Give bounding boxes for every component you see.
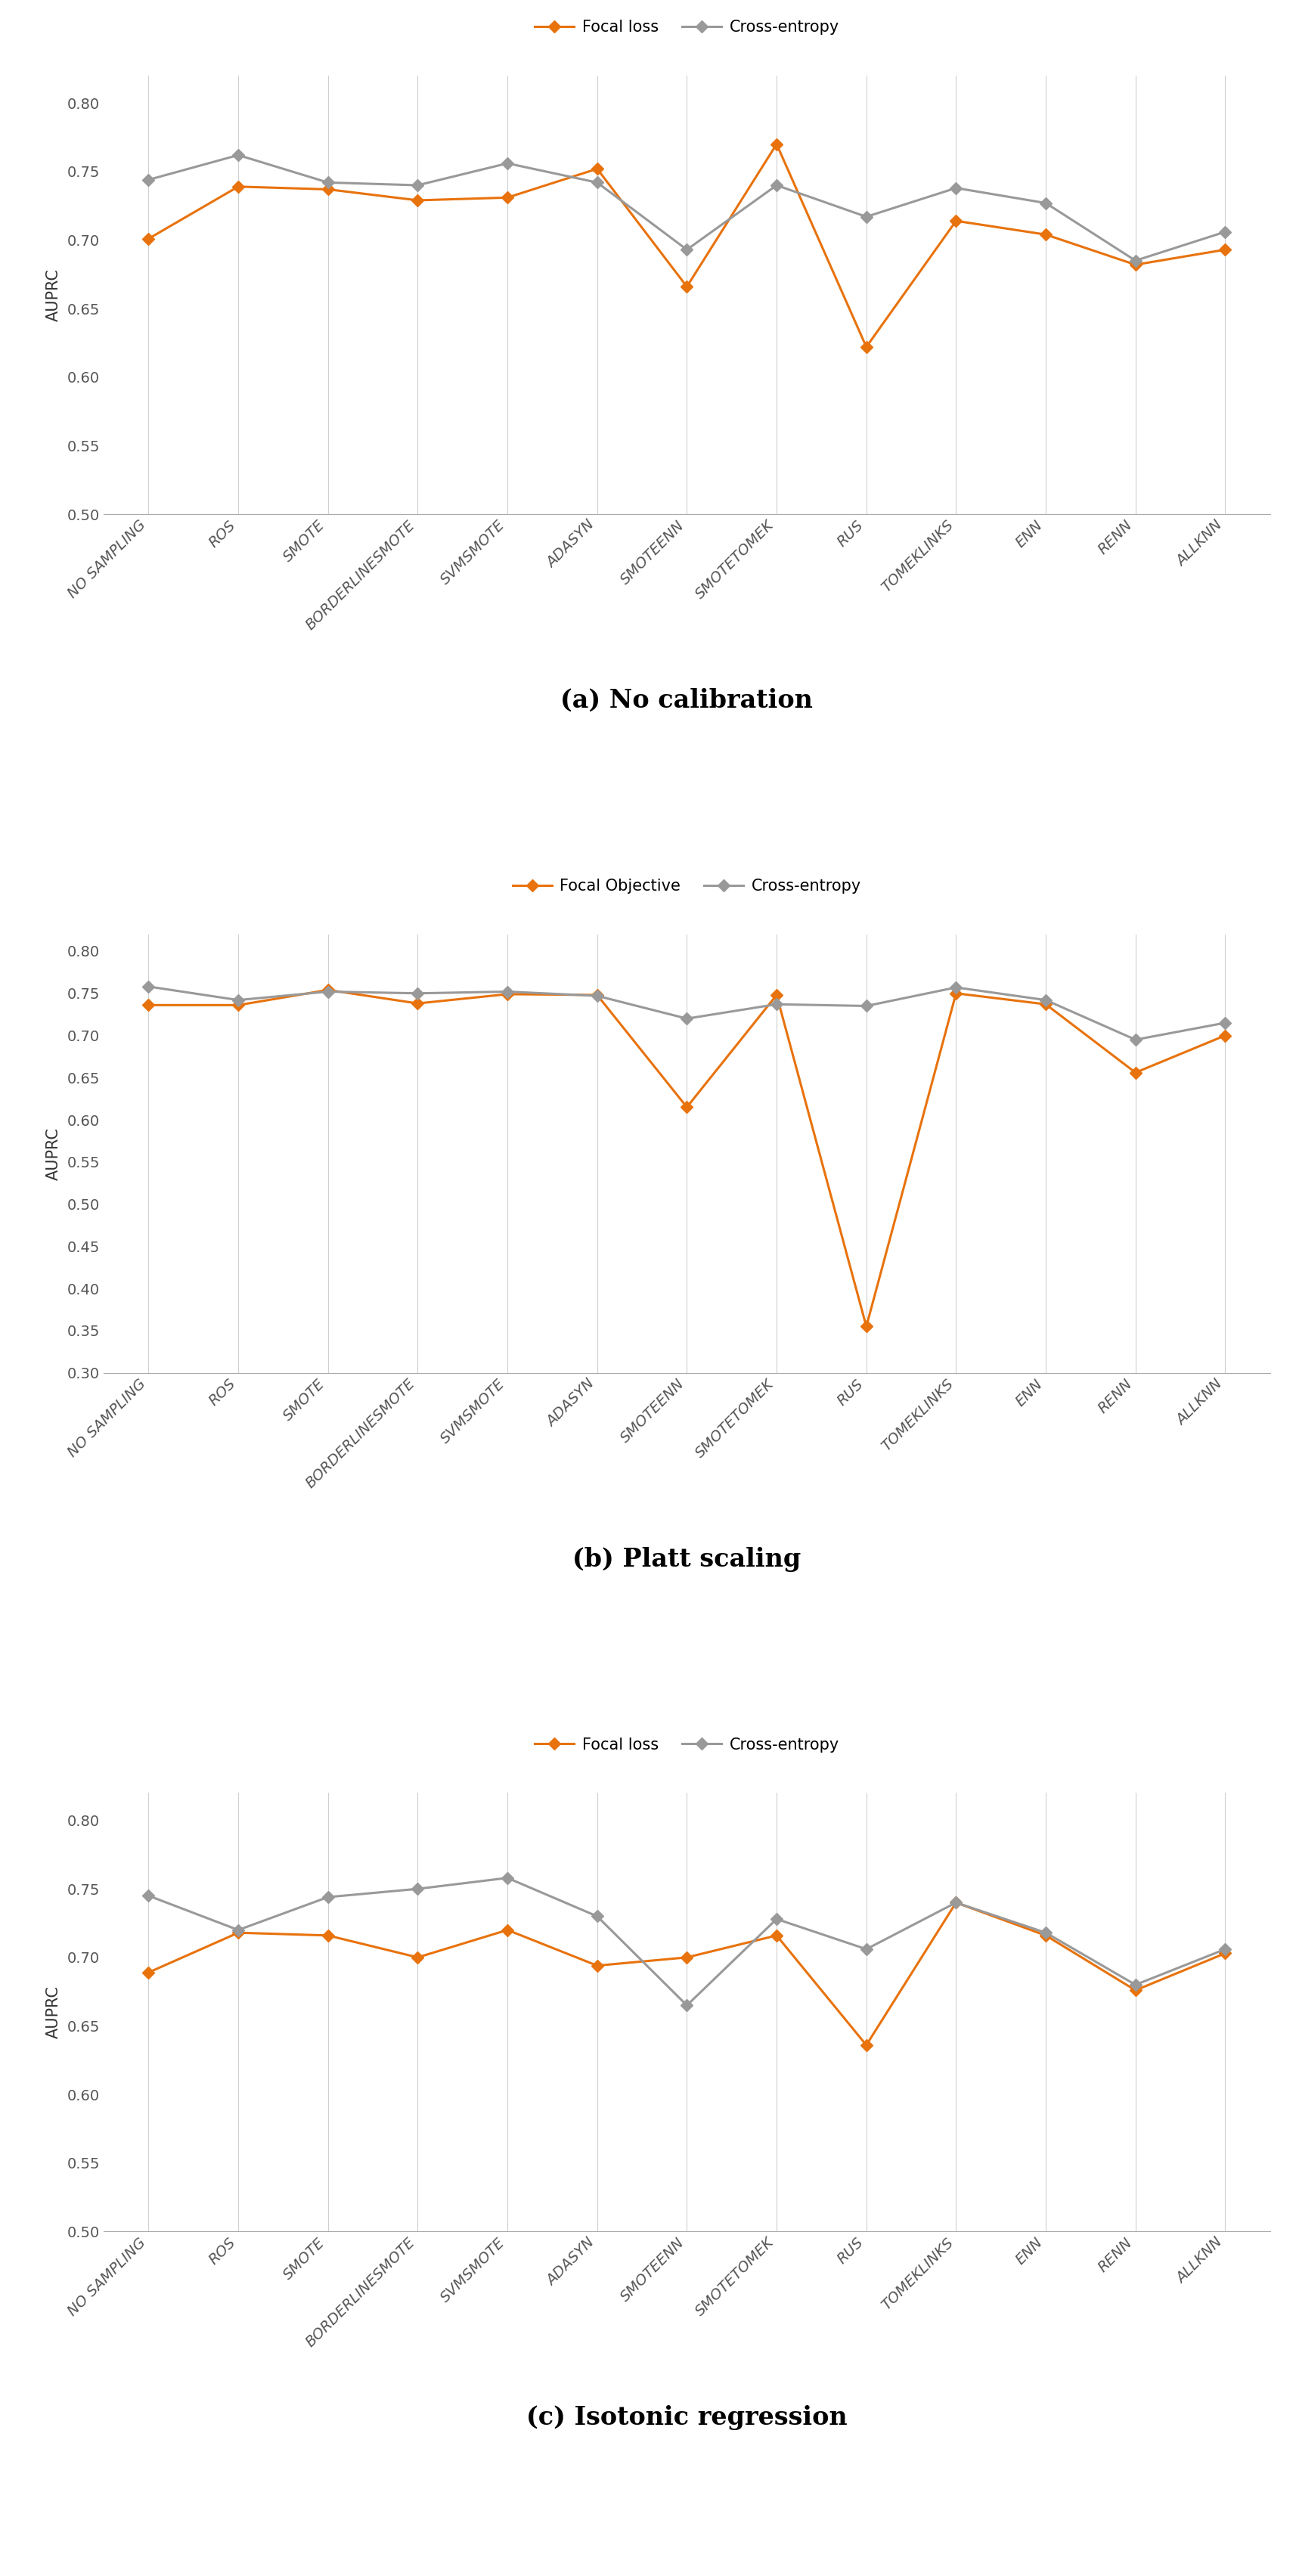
Cross-entropy [1217,216,1232,247]
Line: Focal loss: Focal loss [144,139,1230,350]
Focal Objective [679,1092,695,1123]
Cross-entropy [410,170,425,201]
Cross-entropy [590,1901,605,1932]
Focal loss [500,1914,516,1945]
Cross-entropy [679,234,695,265]
Focal loss [590,1950,605,1981]
Cross-entropy [500,976,516,1007]
Line: Cross-entropy: Cross-entropy [144,152,1230,265]
Cross-entropy [769,170,784,201]
Cross-entropy [410,979,425,1010]
Cross-entropy [769,1904,784,1935]
Focal Objective [590,979,605,1010]
Cross-entropy [679,1002,695,1033]
Cross-entropy [858,1935,874,1965]
Y-axis label: AUPRC: AUPRC [45,1986,61,2038]
Cross-entropy [769,989,784,1020]
Focal loss [1038,219,1054,250]
Cross-entropy [1217,1935,1232,1965]
Cross-entropy [858,201,874,232]
Cross-entropy [949,173,964,204]
Y-axis label: AUPRC: AUPRC [45,268,61,322]
Focal Objective [141,989,157,1020]
Focal loss [1128,250,1143,281]
Cross-entropy [590,167,605,198]
Cross-entropy [231,984,246,1015]
Focal loss [679,270,695,301]
Focal Objective [320,974,336,1005]
Cross-entropy [1128,1968,1143,1999]
Line: Cross-entropy: Cross-entropy [144,1873,1230,2009]
Cross-entropy [231,1914,246,1945]
Cross-entropy [1217,1007,1232,1038]
Focal Objective [410,989,425,1020]
Cross-entropy [231,139,246,170]
Y-axis label: AUPRC: AUPRC [45,1128,61,1180]
Cross-entropy [320,167,336,198]
Focal Objective [769,979,784,1010]
Cross-entropy [1128,245,1143,276]
Cross-entropy [1038,1917,1054,1947]
Focal Objective [500,979,516,1010]
Text: (c) Isotonic regression: (c) Isotonic regression [526,2406,848,2429]
Cross-entropy [141,1880,157,1911]
Cross-entropy [1038,188,1054,219]
Focal loss [769,129,784,160]
Focal loss [410,185,425,216]
Cross-entropy [410,1873,425,1904]
Cross-entropy [858,992,874,1023]
Focal loss [231,1917,246,1947]
Focal loss [949,1888,964,1919]
Legend: Focal loss, Cross-entropy: Focal loss, Cross-entropy [529,1731,845,1759]
Focal loss [590,155,605,185]
Line: Focal loss: Focal loss [144,1899,1230,2050]
Focal loss [500,183,516,214]
Text: (b) Platt scaling: (b) Platt scaling [573,1546,801,1571]
Focal loss [949,206,964,237]
Focal loss [231,170,246,201]
Cross-entropy [141,971,157,1002]
Focal loss [679,1942,695,1973]
Focal loss [769,1919,784,1950]
Cross-entropy [949,971,964,1002]
Cross-entropy [320,1880,336,1911]
Focal loss [141,1958,157,1989]
Cross-entropy [500,1862,516,1893]
Focal loss [1038,1919,1054,1950]
Focal Objective [1128,1056,1143,1087]
Focal Objective [858,1311,874,1342]
Legend: Focal Objective, Cross-entropy: Focal Objective, Cross-entropy [507,873,867,899]
Focal loss [858,332,874,363]
Focal loss [320,175,336,206]
Text: (a) No calibration: (a) No calibration [561,688,813,714]
Cross-entropy [141,165,157,196]
Focal loss [1217,234,1232,265]
Cross-entropy [320,976,336,1007]
Line: Cross-entropy: Cross-entropy [144,981,1230,1043]
Focal loss [858,2030,874,2061]
Focal Objective [231,989,246,1020]
Cross-entropy [500,147,516,178]
Focal loss [410,1942,425,1973]
Focal loss [141,224,157,255]
Cross-entropy [1128,1025,1143,1056]
Cross-entropy [1038,984,1054,1015]
Focal Objective [1217,1020,1232,1051]
Line: Focal Objective: Focal Objective [144,987,1230,1332]
Focal Objective [1038,989,1054,1020]
Focal loss [1217,1937,1232,1968]
Focal loss [320,1919,336,1950]
Legend: Focal loss, Cross-entropy: Focal loss, Cross-entropy [529,13,845,41]
Cross-entropy [590,981,605,1012]
Cross-entropy [679,1989,695,2020]
Focal Objective [949,979,964,1010]
Focal loss [1128,1976,1143,2007]
Cross-entropy [949,1888,964,1919]
